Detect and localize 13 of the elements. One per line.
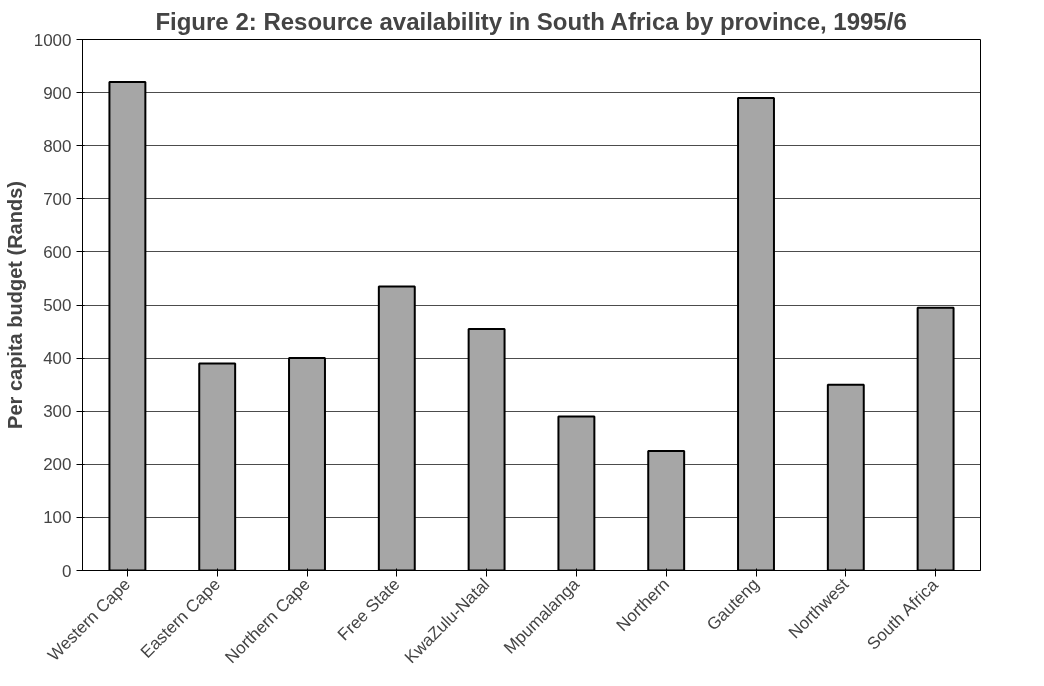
y-tick-label: 800 [43,136,72,156]
y-axis-title: Per capita budget (Rands) [3,181,26,429]
y-tick-label: 400 [43,349,72,369]
y-tick-label: 200 [43,455,72,475]
y-tick-label: 1000 [33,30,72,50]
chart-title: Figure 2: Resource availability in South Africa by province, 1995/6 [155,7,907,35]
y-tick-label: 100 [43,508,72,528]
y-tick-label: 0 [62,561,72,581]
y-tick-label: 500 [43,296,72,315]
y-tick-label: 700 [43,189,72,209]
y-tick-label: 600 [43,242,72,262]
y-tick-label: 900 [43,83,72,103]
y-tick-label: 300 [43,402,72,422]
